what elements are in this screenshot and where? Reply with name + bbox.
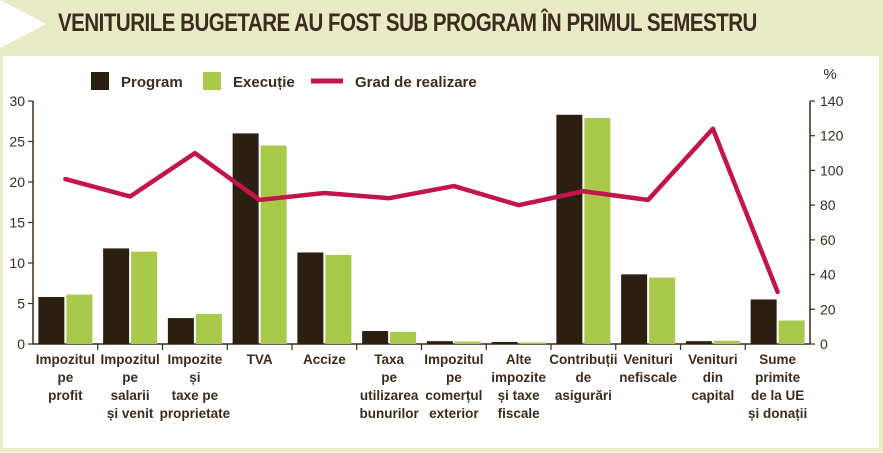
category-label: și donații <box>748 406 807 421</box>
category-label: de la UE <box>751 388 804 403</box>
bar-executie <box>196 314 222 344</box>
bar-program <box>168 318 194 344</box>
legend-label-program: Program <box>121 74 183 91</box>
right-tick-label: 140 <box>820 93 844 109</box>
left-tick-label: 5 <box>17 296 25 312</box>
right-tick-label: 100 <box>820 162 844 178</box>
bar-program <box>38 297 64 344</box>
category-label: și venit <box>107 406 154 421</box>
left-tick-label: 15 <box>9 215 25 231</box>
bar-executie <box>131 252 157 344</box>
bar-executie <box>455 342 481 344</box>
category-label: pe <box>122 370 138 385</box>
category-label: fiscale <box>498 406 541 421</box>
bar-executie <box>325 255 351 344</box>
category-label: Impozitul <box>36 352 95 367</box>
bar-program <box>427 341 453 344</box>
legend-label-executie: Execuție <box>233 74 295 91</box>
bar-executie <box>66 295 92 344</box>
category-label: primite <box>755 370 801 385</box>
left-tick-label: 20 <box>9 174 25 190</box>
category-label: din <box>703 370 723 385</box>
bar-program <box>103 248 129 344</box>
category-label: și taxe <box>498 388 541 403</box>
category-label: pe <box>57 370 73 385</box>
bar-program <box>556 115 582 344</box>
right-tick-label: 60 <box>820 232 836 248</box>
legend-swatch-program <box>91 72 109 90</box>
bar-program <box>492 342 518 344</box>
category-label: Impozitul <box>101 352 160 367</box>
category-label: Impozite <box>167 352 222 367</box>
category-label: Sume <box>759 352 796 367</box>
category-label: nefiscale <box>619 370 677 385</box>
bar-executie <box>261 146 287 344</box>
category-label: TVA <box>247 352 273 367</box>
bar-executie <box>584 118 610 344</box>
left-tick-label: 30 <box>9 93 25 109</box>
bar-executie <box>649 278 675 344</box>
bar-executie <box>779 321 805 344</box>
category-label: impozite <box>491 370 546 385</box>
category-label: capital <box>691 388 734 403</box>
header-arrow-decoration <box>0 0 46 48</box>
category-label: asigurări <box>555 388 612 403</box>
category-label: salarii <box>111 388 150 403</box>
line-grad-de-realizare <box>65 129 777 292</box>
category-label: pe <box>446 370 462 385</box>
legend-swatch-executie <box>203 72 221 90</box>
chart-svg: 0 5 10 15 20 25 30 0 20 40 60 80 100 120 140% Impozitul… <box>3 56 879 448</box>
category-label: Contribuții <box>549 352 617 367</box>
bar-program <box>751 299 777 344</box>
category-label: Alte <box>506 352 532 367</box>
category-label: taxe pe <box>172 388 219 403</box>
category-label: proprietate <box>160 406 231 421</box>
chart-panel: 0 5 10 15 20 25 30 0 20 40 60 80 100 120 140% Impozitul… <box>3 56 879 448</box>
category-label: pe <box>381 370 397 385</box>
category-label: Impozitul <box>424 352 483 367</box>
category-label: bunurilor <box>360 406 420 421</box>
legend-label-grad: Grad de realizare <box>355 74 477 91</box>
category-label: și <box>189 370 200 385</box>
bar-executie <box>520 342 546 344</box>
chart-title: VENITURILE BUGETARE AU FOST SUB PROGRAM … <box>58 9 757 38</box>
bar-executie <box>714 341 740 344</box>
bar-program <box>297 252 323 344</box>
bar-program <box>621 274 647 344</box>
right-tick-label: 0 <box>820 336 828 352</box>
right-axis-unit-label: % <box>823 66 836 83</box>
bar-program <box>233 133 259 344</box>
category-label: exterior <box>429 406 479 421</box>
left-tick-label: 25 <box>9 134 25 150</box>
right-tick-label: 120 <box>820 128 844 144</box>
left-tick-label: 0 <box>17 336 25 352</box>
left-tick-label: 10 <box>9 255 25 271</box>
chart-header: VENITURILE BUGETARE AU FOST SUB PROGRAM … <box>0 0 883 48</box>
category-label: de <box>575 370 591 385</box>
category-label: Venituri <box>623 352 673 367</box>
category-label: Venituri <box>688 352 738 367</box>
right-tick-label: 20 <box>820 301 836 317</box>
category-label: profit <box>48 388 83 403</box>
right-tick-label: 40 <box>820 267 836 283</box>
bar-executie <box>390 332 416 344</box>
bar-program <box>362 331 388 344</box>
category-label: comerțul <box>425 388 482 403</box>
bar-program <box>686 341 712 344</box>
category-label: Accize <box>303 352 346 367</box>
category-label: Taxa <box>374 352 404 367</box>
right-tick-label: 80 <box>820 197 836 213</box>
category-label: utilizarea <box>360 388 419 403</box>
